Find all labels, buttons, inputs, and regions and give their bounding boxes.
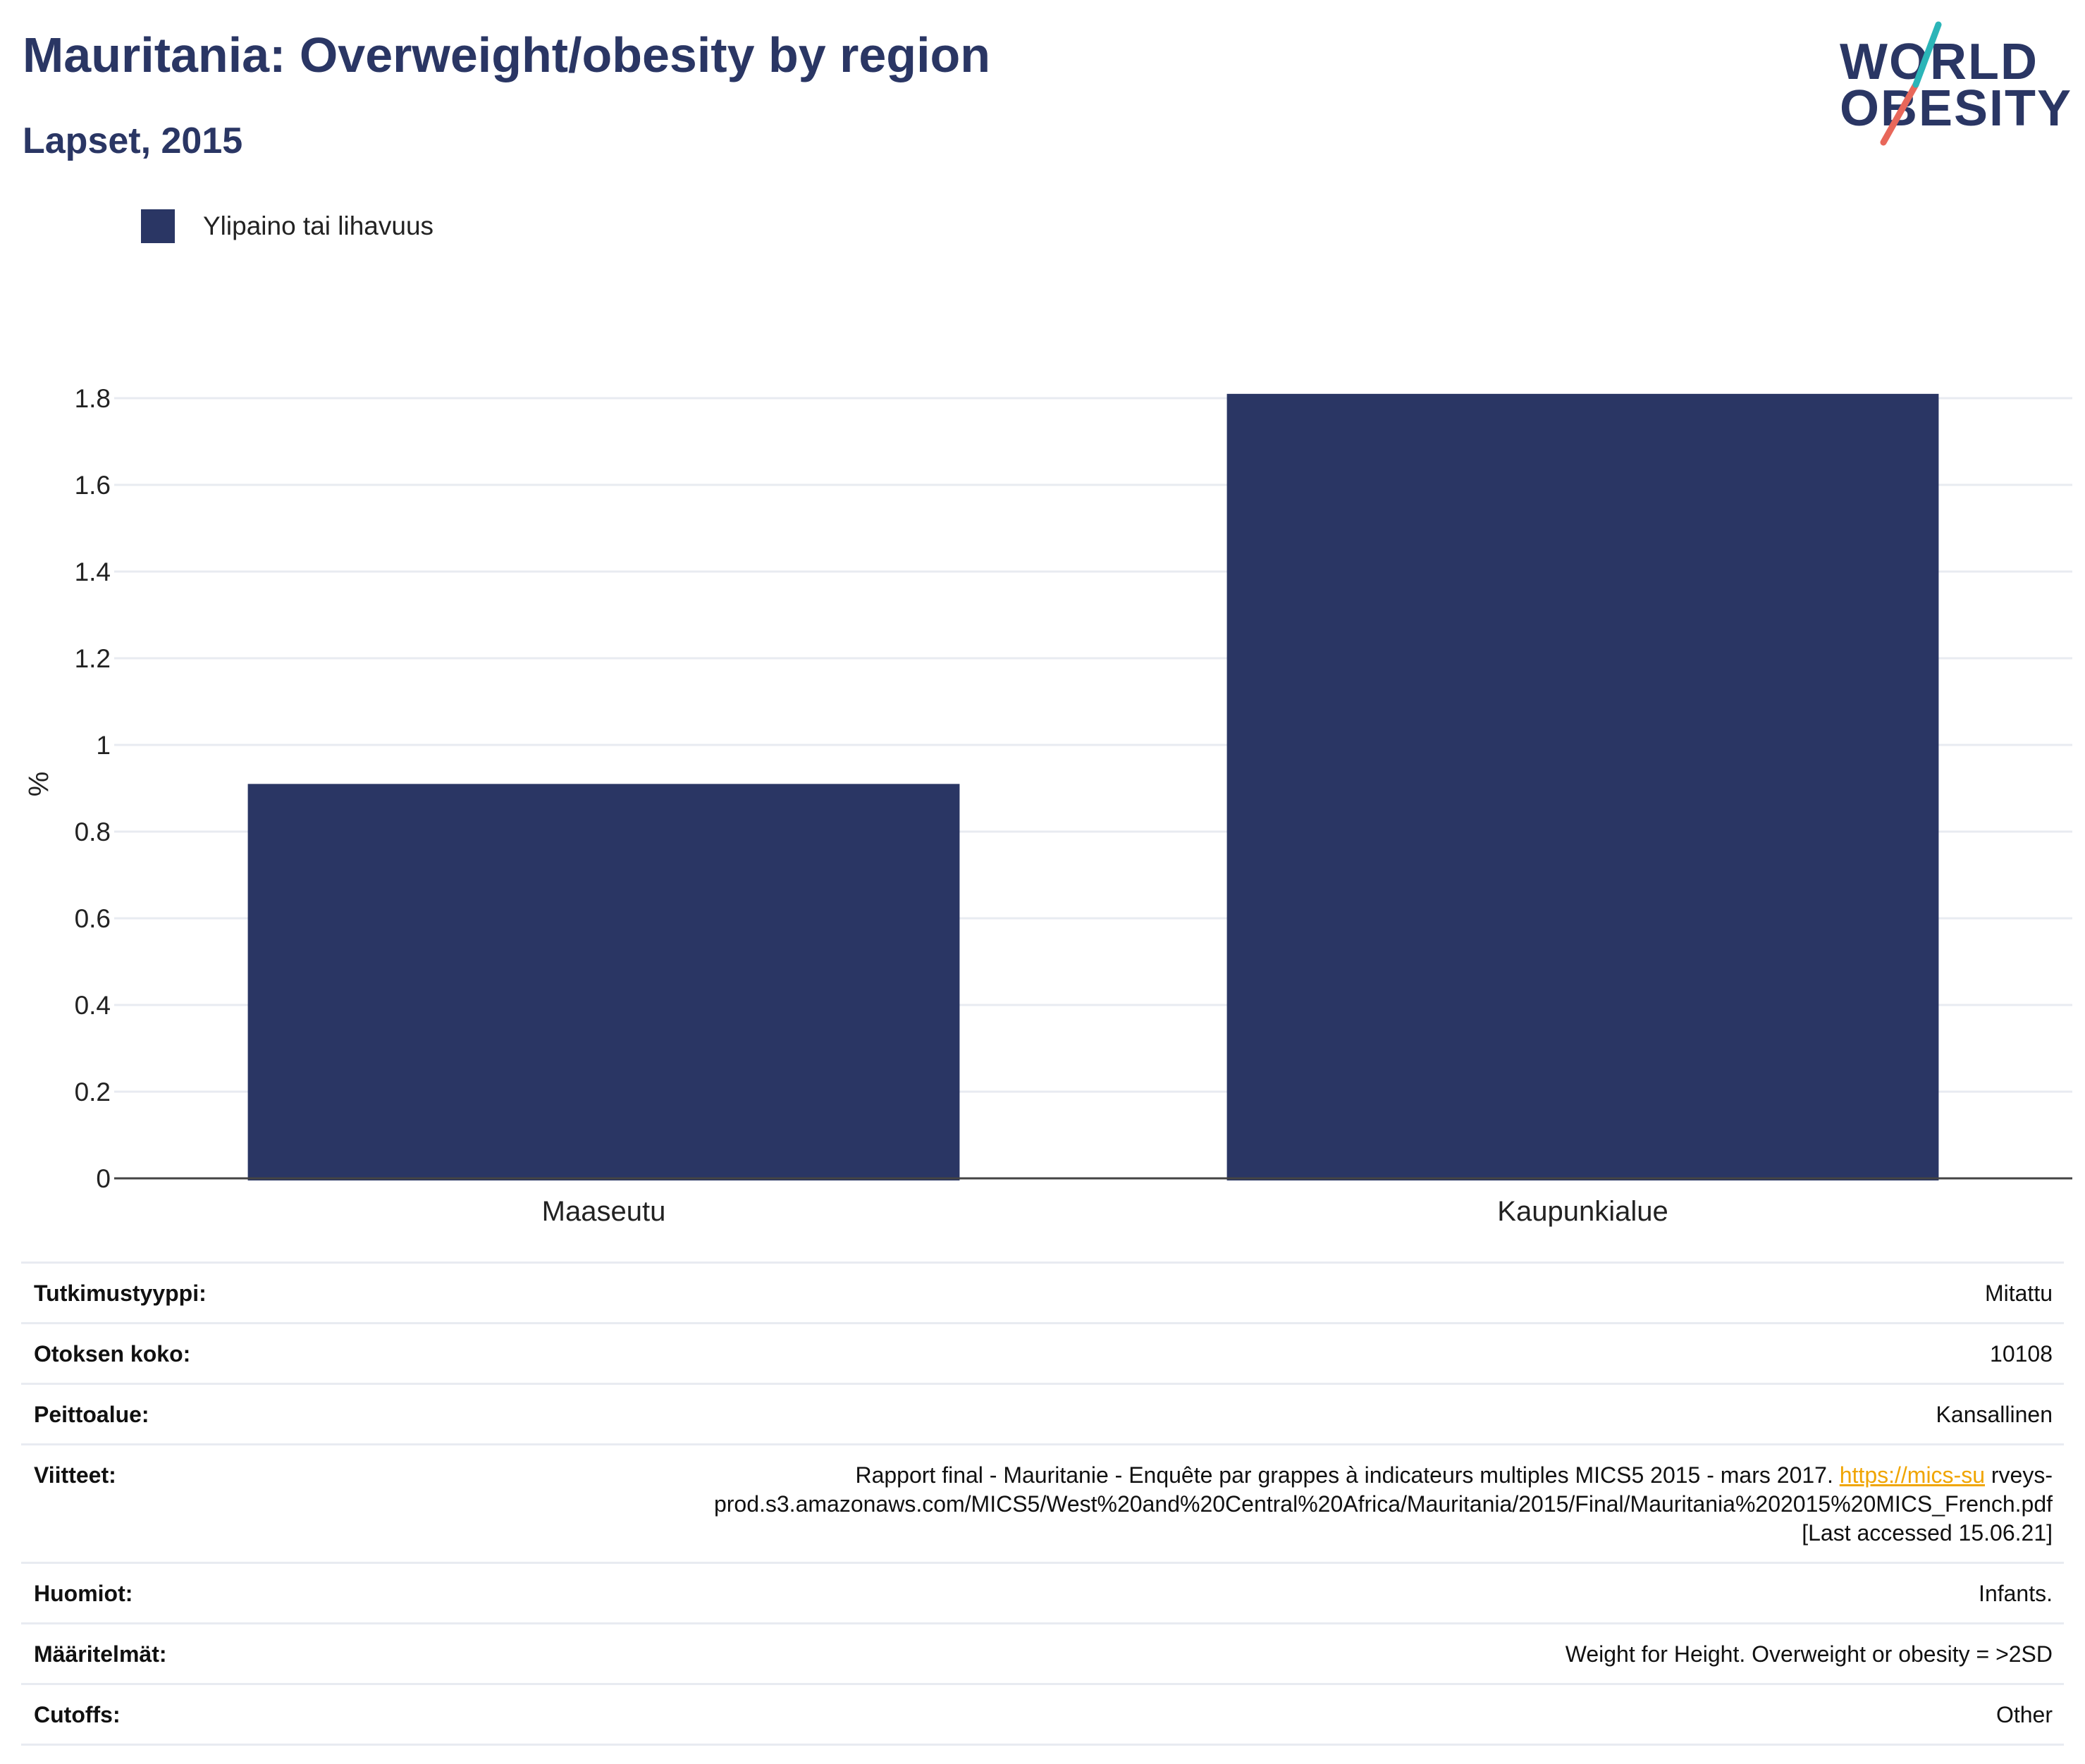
meta-value: Infants. [1979,1581,2053,1606]
legend-swatch [141,209,175,243]
y-tick-label: 0.8 [75,818,111,846]
meta-key: Tutkimustyyppi: [34,1281,207,1306]
meta-row-references: Viitteet: Rapport final - Mauritanie - E… [21,1445,2064,1564]
logo-word-obesity: OBESITY [1840,80,2073,137]
reference-accessed: [Last accessed 15.06.21] [1802,1520,2053,1546]
meta-row-notes: Huomiot: Infants. [21,1564,2064,1624]
meta-value: Weight for Height. Overweight or obesity… [1565,1641,2053,1667]
reference-text-cont: rveys- [1985,1462,2053,1488]
bar-kaupunkialue [1226,393,1939,1180]
bar-maaseutu [247,784,960,1180]
x-tick-label: Maaseutu [542,1196,666,1227]
chart-legend: Ylipaino tai lihavuus [141,209,433,244]
y-tick-label: 1.2 [75,644,111,673]
logo-word-world: WORLD [1840,34,2038,90]
y-tick-label: 0.6 [75,904,111,933]
chart-subtitle: Lapset, 2015 [23,121,243,161]
y-tick-label: 0 [96,1164,111,1193]
legend-label: Ylipaino tai lihavuus [203,211,434,240]
metadata-table: Tutkimustyyppi: Mitattu Otoksen koko: 10… [21,1262,2064,1746]
meta-row-sample-size: Otoksen koko: 10108 [21,1324,2064,1385]
bar-chart: 0 0.2 0.4 0.6 0.8 1 1.2 1.4 1.6 1.8 Maaseutu Kaupun… [75,384,2072,1227]
meta-row-coverage: Peittoalue: Kansallinen [21,1385,2064,1445]
meta-value: Rapport final - Mauritanie - Enquête par… [714,1461,2053,1548]
meta-key: Otoksen koko: [34,1341,191,1367]
meta-value: Mitattu [1984,1281,2053,1306]
chart-title: Mauritania: Overweight/obesity by region [23,27,991,82]
meta-value: Kansallinen [1936,1402,2053,1427]
y-tick-label: 0.2 [75,1078,111,1106]
x-tick-label: Kaupunkialue [1497,1196,1668,1227]
meta-row-study-type: Tutkimustyyppi: Mitattu [21,1264,2064,1324]
y-tick-label: 1 [96,731,111,760]
meta-row-definitions: Määritelmät: Weight for Height. Overweig… [21,1624,2064,1685]
y-tick-label: 1.4 [75,557,111,586]
y-tick-label: 1.8 [75,384,111,413]
y-tick-label: 1.6 [75,471,111,500]
meta-key: Viitteet: [34,1462,116,1488]
reference-text: Rapport final - Mauritanie - Enquête par… [855,1462,1840,1488]
meta-value: 10108 [1990,1341,2053,1367]
meta-row-cutoffs: Cutoffs: Other [21,1685,2064,1746]
world-obesity-logo: WORLD OBESITY [1840,21,2072,148]
meta-key: Huomiot: [34,1581,133,1606]
meta-key: Peittoalue: [34,1402,149,1427]
y-tick-label: 0.4 [75,991,111,1020]
reference-link[interactable]: https://mics-su [1839,1462,1985,1488]
logo-slash-icon [1880,21,1942,146]
meta-value: Other [1995,1702,2053,1727]
meta-key: Cutoffs: [34,1702,121,1727]
reference-url: prod.s3.amazonaws.com/MICS5/West%20and%2… [713,1491,2053,1517]
meta-key: Määritelmät: [34,1641,167,1667]
